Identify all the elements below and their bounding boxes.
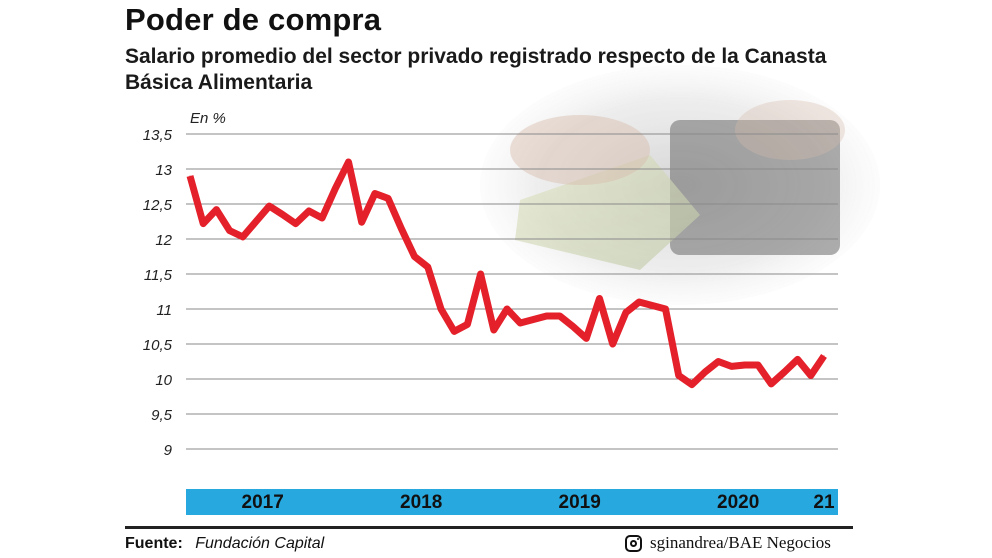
year-label: 2018 [400, 492, 443, 513]
data-point [559, 315, 561, 317]
data-point [202, 223, 204, 225]
y-tick-label: 10 [155, 372, 172, 389]
data-point [321, 217, 323, 219]
data-point [414, 256, 415, 257]
data-point [361, 221, 363, 223]
data-point [585, 337, 587, 339]
year-label: 2017 [241, 492, 284, 513]
data-point [268, 205, 270, 207]
y-tick-label: 10,5 [143, 337, 173, 354]
data-point [453, 330, 455, 332]
year-label: 2019 [558, 492, 601, 513]
year-label: 21 [813, 492, 835, 513]
data-point [797, 358, 799, 360]
data-point [348, 161, 349, 163]
data-point [215, 209, 217, 211]
source-value: Fundación Capital [195, 535, 325, 552]
chart-subtitle: Salario promedio del sector privado regi… [125, 45, 827, 94]
y-tick-label: 9,5 [151, 407, 173, 424]
data-point [704, 371, 706, 373]
data-point [810, 375, 812, 376]
footer-divider [125, 526, 853, 529]
data-point [295, 223, 297, 225]
data-point [731, 365, 732, 367]
data-point [678, 375, 680, 376]
data-point [282, 214, 283, 215]
unit-label: En % [190, 110, 226, 127]
data-point [783, 371, 785, 373]
data-point [638, 301, 640, 303]
year-label: 2020 [717, 492, 760, 513]
credit: sginandrea/BAE Negocios [625, 533, 831, 553]
instagram-icon [625, 534, 642, 552]
data-point [625, 312, 627, 313]
data-point [691, 384, 693, 386]
data-point [665, 308, 666, 310]
data-point [757, 364, 759, 366]
data-series [186, 158, 827, 389]
data-point [493, 329, 495, 331]
data-point [427, 266, 429, 268]
data-point [334, 188, 336, 190]
data-point [770, 383, 772, 385]
data-point [189, 175, 191, 177]
data-point [400, 228, 402, 229]
year-band: 2017 2018 2019 2020 21 [186, 489, 838, 515]
data-point [466, 323, 468, 325]
data-point [599, 298, 600, 299]
y-tick-label: 12,5 [143, 197, 173, 214]
data-point [823, 355, 825, 357]
y-tick-label: 13,5 [143, 127, 173, 144]
data-point [308, 210, 310, 212]
data-point [546, 315, 548, 317]
data-point [519, 322, 521, 324]
y-axis: 13,5 13 12,5 12 11,5 11 10,5 10 9,5 9 [143, 127, 173, 459]
data-point [506, 308, 508, 310]
data-point [242, 236, 244, 238]
y-tick-label: 11 [156, 302, 172, 319]
data-point [387, 197, 389, 199]
data-point [440, 308, 442, 310]
data-point [480, 273, 482, 275]
data-point [532, 319, 534, 320]
y-tick-label: 13 [155, 162, 172, 179]
grid-lines [186, 133, 838, 450]
chart-title: Poder de compra [125, 2, 382, 37]
y-tick-label: 9 [164, 442, 173, 459]
credit-text: sginandrea/BAE Negocios [650, 533, 831, 552]
data-point [717, 361, 719, 362]
y-tick-label: 12 [155, 232, 172, 249]
data-point [374, 193, 376, 194]
y-tick-label: 11,5 [144, 267, 173, 284]
data-point [612, 343, 614, 345]
source-label: Fuente: [125, 535, 183, 552]
data-point [651, 305, 653, 306]
data-point [229, 230, 231, 232]
background-photo [480, 65, 880, 305]
data-point [255, 221, 257, 222]
data-point [744, 364, 746, 366]
source-note: Fuente: Fundación Capital [125, 535, 324, 553]
data-point [572, 326, 574, 327]
